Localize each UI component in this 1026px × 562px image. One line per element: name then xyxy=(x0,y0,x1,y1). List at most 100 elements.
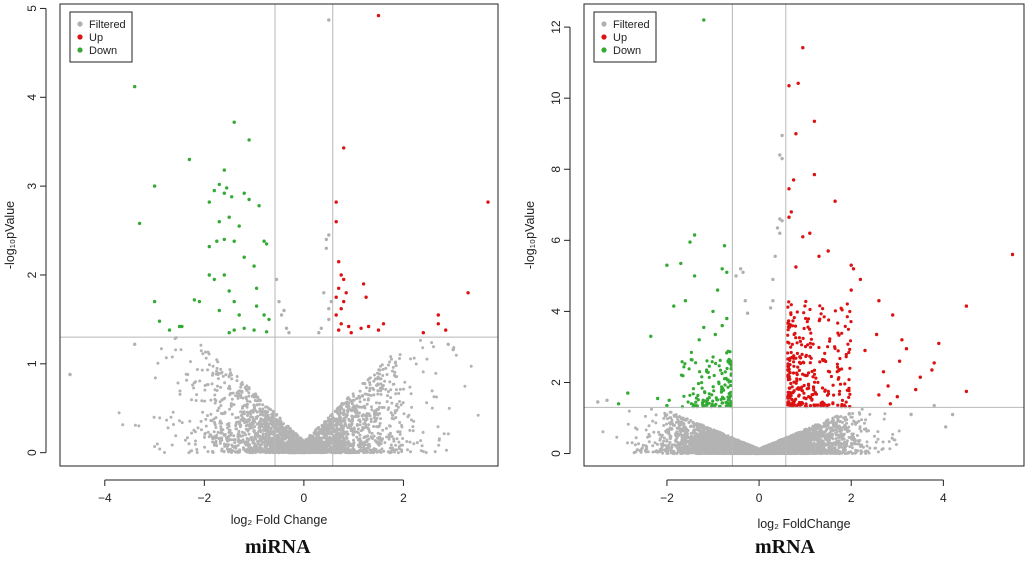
filtered-point xyxy=(309,435,313,439)
filtered-point xyxy=(203,399,207,403)
up-point xyxy=(381,322,386,326)
filtered-point xyxy=(357,405,361,409)
filtered-point xyxy=(357,437,361,441)
filtered-point xyxy=(241,396,245,400)
filtered-point xyxy=(357,411,361,415)
filtered-point xyxy=(377,424,381,428)
filtered-point xyxy=(409,450,412,454)
filtered-point xyxy=(393,370,397,374)
filtered-point xyxy=(389,411,393,415)
filtered-point xyxy=(204,350,207,354)
filtered-point xyxy=(163,451,166,454)
filtered-point xyxy=(213,423,217,427)
filtered-point xyxy=(156,361,160,365)
filtered-point xyxy=(379,417,383,421)
filtered-point xyxy=(230,373,233,377)
filtered-point xyxy=(260,422,264,426)
filtered-point xyxy=(271,430,275,434)
filtered-point xyxy=(240,406,244,410)
filtered-point xyxy=(301,450,305,454)
plot-frame xyxy=(59,3,499,467)
filtered-point xyxy=(380,363,384,367)
filtered-point xyxy=(887,440,891,444)
filtered-point xyxy=(216,409,220,413)
filtered-point xyxy=(241,412,245,416)
y-tick-label: 0 xyxy=(25,449,39,456)
filtered-point xyxy=(363,392,367,396)
filtered-point xyxy=(388,380,392,384)
up-point xyxy=(342,299,346,304)
filtered-point xyxy=(258,420,262,424)
filtered-point xyxy=(372,388,376,391)
filtered-point xyxy=(158,416,162,420)
filtered-point xyxy=(345,432,349,436)
filtered-point xyxy=(363,422,367,426)
filtered-point xyxy=(376,440,380,444)
filtered-point xyxy=(323,434,327,437)
x-tick-label: −4 xyxy=(98,491,112,505)
filtered-point xyxy=(376,389,380,393)
filtered-point xyxy=(265,405,269,409)
filtered-point xyxy=(446,432,450,436)
filtered-point xyxy=(285,448,289,452)
filtered-point xyxy=(200,399,204,403)
filtered-point xyxy=(215,366,219,370)
filtered-point xyxy=(352,426,356,430)
filtered-point xyxy=(338,420,342,424)
filtered-point xyxy=(164,356,168,360)
down-point xyxy=(267,317,271,322)
filtered-point xyxy=(356,414,360,418)
filtered-point xyxy=(316,426,320,430)
filtered-point xyxy=(351,405,355,409)
filtered-point xyxy=(396,430,400,434)
filtered-point xyxy=(345,397,349,401)
filtered-point xyxy=(294,444,298,448)
filtered-point xyxy=(335,421,339,424)
filtered-point xyxy=(395,402,399,406)
down-point xyxy=(232,299,236,304)
filtered-point xyxy=(383,379,387,383)
filtered-point xyxy=(287,331,291,335)
filtered-point xyxy=(263,421,267,425)
filtered-point xyxy=(381,387,385,391)
filtered-point xyxy=(211,437,215,441)
filtered-point xyxy=(241,434,245,438)
filtered-point xyxy=(345,401,348,405)
filtered-point xyxy=(178,392,182,396)
filtered-point xyxy=(262,437,266,441)
filtered-point xyxy=(121,423,125,427)
filtered-point xyxy=(232,403,236,407)
down-point xyxy=(207,273,211,277)
filtered-point xyxy=(324,246,328,250)
filtered-point xyxy=(227,386,230,390)
y-tick-label: 3 xyxy=(25,182,39,189)
filtered-point xyxy=(203,388,207,392)
up-point xyxy=(376,13,381,18)
filtered-point xyxy=(430,406,434,410)
filtered-point xyxy=(647,440,651,444)
legend-label-filtered: Filtered xyxy=(89,19,126,31)
filtered-point xyxy=(446,342,450,346)
filtered-point xyxy=(346,426,350,430)
filtered-point xyxy=(281,442,285,446)
filtered-point xyxy=(454,353,458,357)
filtered-point xyxy=(371,437,374,440)
filtered-point xyxy=(323,420,327,423)
filtered-point xyxy=(368,389,372,393)
filtered-point xyxy=(185,378,189,382)
filtered-point xyxy=(245,405,249,409)
filtered-point xyxy=(214,416,218,420)
filtered-point xyxy=(408,428,412,432)
filtered-point xyxy=(232,434,236,438)
down-point xyxy=(227,289,231,293)
filtered-point xyxy=(206,430,210,434)
filtered-point xyxy=(218,419,222,423)
filtered-point xyxy=(398,387,402,391)
y-tick-label: 4 xyxy=(25,94,39,101)
filtered-point xyxy=(265,447,269,451)
filtered-point xyxy=(402,387,406,391)
filtered-point xyxy=(319,448,323,452)
filtered-point xyxy=(348,451,352,455)
filtered-point xyxy=(376,392,380,396)
filtered-point xyxy=(187,442,191,446)
